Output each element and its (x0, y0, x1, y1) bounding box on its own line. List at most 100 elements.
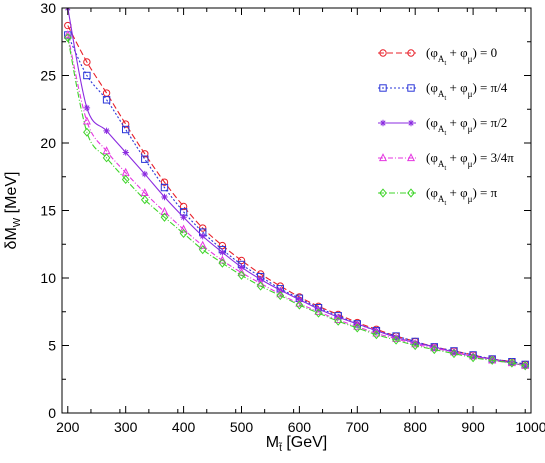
series-point (392, 334, 400, 341)
series-point (179, 228, 188, 239)
series-point (199, 232, 206, 240)
series-point (179, 224, 188, 233)
series-point (160, 178, 169, 186)
series-4 (63, 33, 530, 371)
series-point (160, 212, 169, 222)
legend-marker (379, 49, 387, 57)
series-point (218, 241, 227, 250)
series-line (67, 37, 526, 367)
series-point (411, 339, 419, 346)
legend-item-3: (φAt + φμ) = 3/4π (378, 150, 514, 172)
series-point (141, 170, 148, 178)
x-tick-label: 300 (114, 419, 138, 435)
series-point (121, 174, 130, 185)
series-point (180, 214, 187, 221)
legend-marker (379, 188, 387, 198)
series-point (450, 349, 458, 356)
series-point (63, 30, 72, 39)
y-tick-label: 5 (48, 338, 56, 354)
legend-label: (φAt + φμ) = π/4 (426, 80, 508, 102)
x-tick-label: 400 (172, 419, 196, 435)
x-tick-label: 700 (346, 419, 370, 435)
series-point (508, 358, 516, 368)
y-tick-label: 0 (48, 405, 56, 421)
legend-marker (378, 153, 388, 162)
y-tick-label: 30 (40, 0, 56, 16)
legend-item-4: (φAt + φμ) = π (378, 185, 498, 207)
y-axis-title: δMW [MeV] (3, 172, 23, 250)
series-point (238, 264, 245, 271)
legend: (φAt + φμ) = 0 (φAt + φμ) = π/4 (φAt + φμ)… (378, 45, 514, 207)
axis-titles: Mt̃ [GeV] δMW [MeV] (3, 172, 327, 454)
series-point (237, 256, 246, 265)
series-point (121, 125, 130, 134)
series-point (102, 153, 111, 163)
series-point (103, 127, 110, 135)
series-point (237, 270, 246, 280)
series-point (161, 193, 168, 201)
series-point (353, 323, 362, 333)
x-tick-label: 600 (288, 419, 312, 435)
series-point (219, 249, 226, 256)
series-point (102, 96, 111, 104)
axis-ticks (61, 7, 532, 414)
legend-marker (406, 153, 416, 162)
series-point (430, 344, 439, 355)
series-point (489, 355, 496, 363)
series-point (83, 104, 91, 112)
y-tick-label: 10 (40, 270, 56, 286)
axis-tick-labels: 200 300 400 500 600 700 800 900 1000 0 5 10 15 20 25 30 (40, 0, 545, 435)
series-point (83, 58, 91, 66)
series-point (141, 155, 149, 163)
series-point (122, 149, 129, 156)
series-point (372, 330, 381, 340)
series-point (522, 362, 529, 369)
series-point (199, 224, 207, 232)
legend-item-0: (φAt + φμ) = 0 (378, 45, 497, 67)
legend-label: (φAt + φμ) = π/2 (426, 115, 507, 137)
legend-item-1: (φAt + φμ) = π/4 (378, 80, 508, 102)
series-point (521, 361, 530, 371)
legend-marker (407, 84, 415, 92)
series-point (179, 202, 188, 211)
series-point (431, 343, 438, 351)
x-axis-title: Mt̃ [GeV] (266, 434, 327, 454)
series-point (82, 116, 91, 125)
series-point (83, 127, 91, 137)
series-line (67, 34, 526, 367)
series-point (392, 335, 400, 345)
series-point (218, 258, 227, 268)
y-tick-label: 20 (40, 135, 56, 151)
series-point (160, 206, 169, 215)
legend-item-2: (φAt + φμ) = π/2 (378, 115, 507, 137)
x-tick-label: 900 (461, 419, 485, 435)
legend-label: (φAt + φμ) = 0 (426, 45, 497, 67)
series-point (314, 308, 323, 318)
series-point (276, 290, 285, 301)
legend-marker (379, 84, 387, 92)
series-point (160, 183, 169, 192)
series-point (83, 71, 91, 80)
legend-marker (407, 119, 415, 127)
series-point (63, 33, 72, 43)
series-point (411, 340, 420, 351)
y-tick-label: 15 (40, 203, 56, 219)
x-tick-label: 500 (230, 419, 254, 435)
x-tick-label: 200 (56, 419, 80, 435)
series-point (198, 240, 207, 249)
legend-label: (φAt + φμ) = π (426, 185, 498, 207)
legend-marker (407, 49, 415, 57)
series-point (469, 353, 477, 363)
x-tick-label: 800 (404, 419, 428, 435)
legend-marker (379, 119, 387, 127)
legend-label: (φAt + φμ) = 3/4π (426, 150, 514, 172)
x-tick-label: 1000 (515, 419, 545, 435)
series-point (334, 316, 343, 326)
y-tick-label: 25 (40, 68, 56, 84)
legend-marker (407, 188, 415, 198)
series-layer (63, 8, 530, 371)
series-point (256, 281, 265, 291)
series-point (140, 195, 149, 205)
